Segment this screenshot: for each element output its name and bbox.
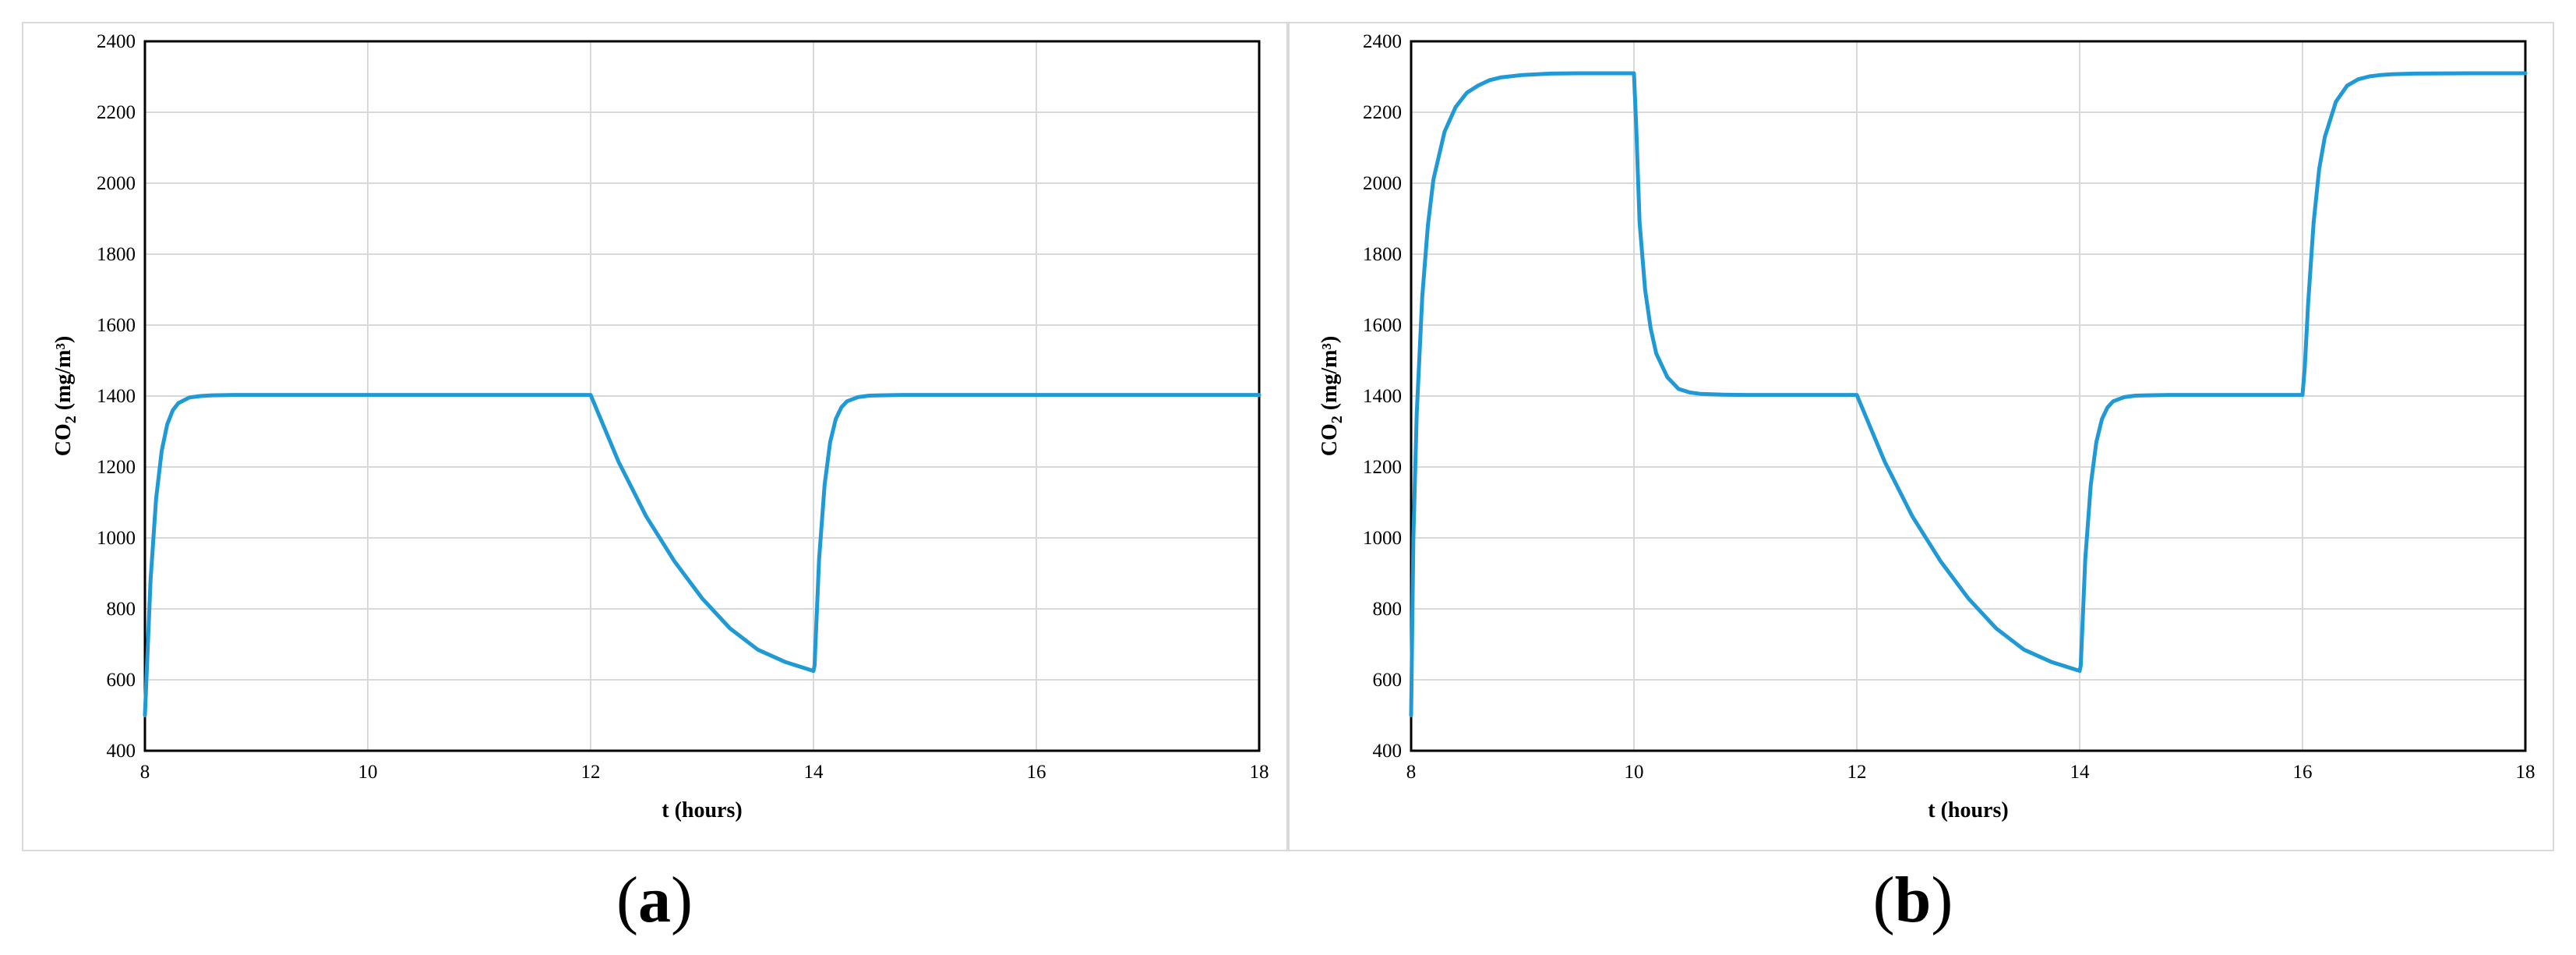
y-tick-label: 2400: [97, 31, 136, 52]
y-tick-label: 1600: [97, 315, 136, 336]
x-tick-label: 8: [140, 762, 150, 783]
x-tick-label: 12: [581, 762, 601, 783]
co2-series-line: [143, 393, 1262, 717]
x-tick-label: 16: [2293, 762, 2313, 783]
y-tick-label: 1400: [97, 386, 136, 407]
x-tick-label: 14: [2070, 762, 2091, 783]
y-tick-label: 2000: [1363, 173, 1402, 194]
x-tick-label: 14: [804, 762, 824, 783]
y-tick-label: 2200: [97, 102, 136, 123]
y-tick-label: 2000: [97, 173, 136, 194]
y-tick-label: 1800: [97, 244, 136, 265]
y-tick-label: 600: [1373, 670, 1403, 691]
chart-b: 400 600 800 1000 1200 1400 1600 1800 2000 2200 240…: [1318, 31, 2535, 822]
x-tick-label: 10: [1625, 762, 1644, 783]
chart-a: 400 600 800 1000 1200 1400 1600 1800 2000 2200 240…: [51, 31, 1269, 822]
x-tick-label: 18: [2516, 762, 2535, 783]
y-tick-label: 1000: [1363, 528, 1402, 549]
y-tick-label: 1000: [97, 528, 136, 549]
y-axis-title: CO2 (mg/m³): [51, 336, 79, 456]
y-tick-label: 1200: [1363, 457, 1402, 478]
co2-series-line: [1409, 71, 2528, 717]
y-tick-label: 400: [107, 741, 136, 762]
y-tick-label: 400: [1373, 741, 1403, 762]
x-tick-label: 10: [358, 762, 378, 783]
x-tick-label: 16: [1027, 762, 1046, 783]
panel-b-frame: [1288, 22, 2554, 851]
y-tick-label: 1800: [1363, 244, 1402, 265]
y-tick-label: 1400: [1363, 386, 1402, 407]
caption-b: (b): [1872, 864, 1953, 936]
plot-area-border: [1410, 40, 2527, 752]
caption-a: (a): [616, 864, 693, 936]
y-tick-label: 1600: [1363, 315, 1402, 336]
x-axis-title: t (hours): [662, 798, 742, 822]
y-tick-label: 800: [107, 599, 136, 620]
x-axis-title: t (hours): [1928, 798, 2008, 822]
y-axis-title: CO2 (mg/m³): [1318, 336, 1346, 456]
panel-a-frame: [22, 22, 1288, 851]
y-tick-label: 1200: [97, 457, 136, 478]
y-tick-label: 600: [107, 670, 136, 691]
x-tick-label: 18: [1250, 762, 1269, 783]
y-tick-label: 2200: [1363, 102, 1402, 123]
x-tick-label: 12: [1847, 762, 1867, 783]
x-tick-label: 8: [1406, 762, 1417, 783]
y-tick-label: 2400: [1363, 31, 1402, 52]
y-tick-label: 800: [1373, 599, 1403, 620]
